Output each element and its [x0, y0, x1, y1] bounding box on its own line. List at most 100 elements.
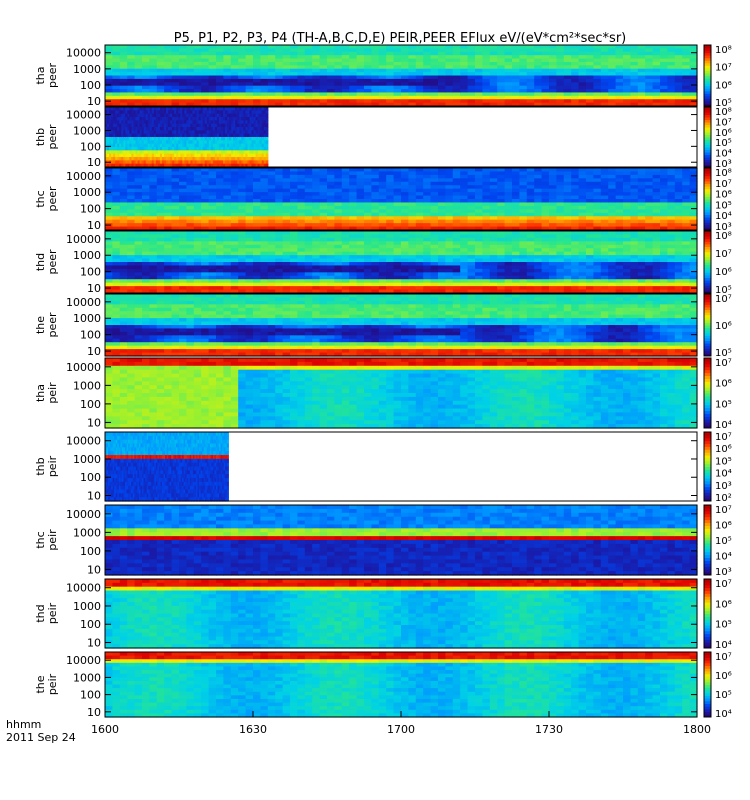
- heatmap-cell: [176, 157, 179, 161]
- heatmap-cell: [182, 113, 185, 118]
- heatmap-cell: [674, 212, 683, 217]
- heatmap-cell: [356, 168, 365, 173]
- colorbar-segment: [704, 209, 711, 213]
- heatmap-cell: [206, 113, 210, 118]
- heatmap-cell: [534, 95, 543, 100]
- heatmap-cell: [202, 133, 206, 138]
- heatmap-cell: [356, 65, 365, 70]
- heatmap-cell: [153, 137, 157, 141]
- heatmap-cell: [578, 226, 587, 231]
- heatmap-cell: [682, 212, 691, 217]
- heatmap-cell: [200, 117, 204, 121]
- heatmap-cell: [430, 72, 439, 77]
- heatmap-cell: [667, 61, 676, 66]
- heatmap-cell: [519, 219, 528, 224]
- heatmap-cell: [556, 92, 565, 97]
- heatmap-cell: [290, 65, 298, 70]
- heatmap-cell: [460, 178, 469, 183]
- heatmap-cell: [334, 212, 343, 217]
- heatmap-cell: [312, 171, 321, 176]
- heatmap-cell: [452, 75, 461, 80]
- heatmap-cell: [623, 223, 631, 228]
- heatmap-cell: [105, 61, 113, 66]
- heatmap-cell: [630, 48, 639, 53]
- heatmap-cell: [312, 95, 321, 100]
- heatmap-cell: [682, 75, 691, 80]
- heatmap-cell: [157, 150, 161, 155]
- heatmap-cell: [608, 199, 617, 204]
- heatmap-cell: [105, 85, 113, 90]
- heatmap-cell: [210, 160, 214, 165]
- heatmap-cell: [563, 85, 572, 90]
- heatmap-cell: [519, 61, 528, 66]
- heatmap-cell: [645, 68, 654, 73]
- heatmap-cell: [475, 216, 483, 221]
- heatmap-cell: [290, 219, 298, 224]
- heatmap-cell: [438, 102, 446, 107]
- heatmap-cell: [164, 133, 167, 138]
- heatmap-cell: [216, 279, 224, 284]
- heatmap-cell: [143, 143, 147, 148]
- heatmap-cell: [179, 72, 187, 77]
- heatmap-cell: [556, 72, 565, 77]
- colorbar-tick-label: 10⁷: [715, 117, 732, 128]
- heatmap-cell: [401, 209, 409, 214]
- heatmap-cell: [660, 195, 668, 200]
- heatmap-cell: [190, 117, 194, 121]
- heatmap-cell: [192, 130, 196, 135]
- heatmap-cell: [430, 212, 439, 217]
- heatmap-cell: [235, 143, 238, 148]
- heatmap-cell: [438, 174, 446, 179]
- heatmap-cell: [452, 89, 461, 94]
- heatmap-cell: [218, 140, 222, 145]
- heatmap-cell: [143, 110, 147, 115]
- heatmap-cell: [356, 78, 365, 83]
- heatmap-cell: [113, 140, 116, 145]
- heatmap-cell: [578, 72, 587, 77]
- heatmap-cell: [112, 219, 121, 224]
- heatmap-cell: [111, 107, 114, 111]
- heatmap-cell: [188, 163, 192, 168]
- heatmap-cell: [119, 150, 122, 155]
- heatmap-cell: [166, 123, 169, 128]
- heatmap-cell: [356, 102, 365, 107]
- heatmap-cell: [107, 113, 110, 118]
- heatmap-cell: [674, 192, 683, 197]
- heatmap-cell: [297, 219, 306, 224]
- heatmap-cell: [194, 123, 198, 128]
- heatmap-cell: [179, 209, 187, 214]
- heatmap-cell: [245, 117, 249, 121]
- heatmap-cell: [556, 55, 565, 60]
- heatmap-cell: [401, 45, 409, 49]
- heatmap-cell: [512, 89, 520, 94]
- heatmap-cell: [304, 226, 313, 231]
- heatmap-cell: [497, 95, 506, 100]
- heatmap-cell: [253, 168, 261, 173]
- heatmap-cell: [186, 216, 195, 221]
- heatmap-cell: [125, 117, 128, 121]
- heatmap-cell: [541, 178, 550, 183]
- heatmap-cell: [237, 133, 240, 138]
- heatmap-cell: [142, 272, 150, 277]
- heatmap-cell: [180, 127, 183, 131]
- heatmap-cell: [127, 223, 136, 228]
- heatmap-cell: [239, 110, 242, 115]
- heatmap-cell: [408, 58, 417, 63]
- heatmap-cell: [137, 107, 141, 111]
- heatmap-cell: [334, 178, 343, 183]
- heatmap-cell: [253, 102, 261, 107]
- heatmap-cell: [105, 202, 113, 207]
- heatmap-cell: [129, 157, 133, 161]
- heatmap-cell: [652, 58, 661, 63]
- heatmap-cell: [156, 65, 165, 70]
- heatmap-cell: [155, 147, 159, 151]
- heatmap-cell: [255, 133, 259, 138]
- heatmap-cell: [578, 188, 587, 193]
- heatmap-cell: [208, 168, 217, 173]
- heatmap-cell: [223, 188, 232, 193]
- heatmap-cell: [192, 140, 196, 145]
- heatmap-cell: [134, 85, 143, 90]
- heatmap-cell: [526, 75, 535, 80]
- heatmap-cell: [170, 147, 173, 151]
